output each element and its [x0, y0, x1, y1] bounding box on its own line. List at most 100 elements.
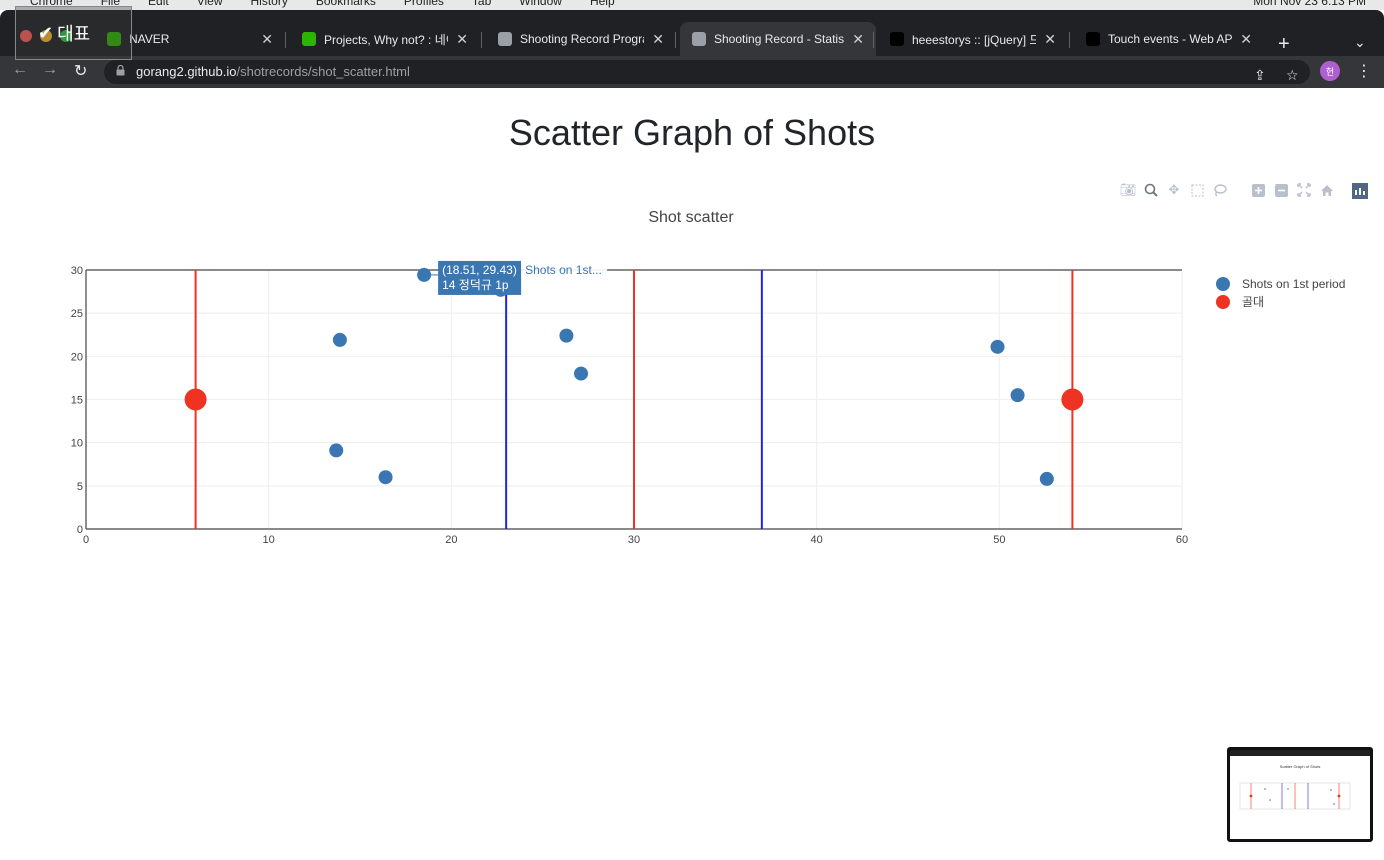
- tab-separator: [285, 32, 286, 48]
- x-tick-label: 60: [1176, 534, 1188, 546]
- shot-point[interactable]: [378, 470, 393, 485]
- tab-close-icon[interactable]: ✕: [852, 30, 864, 47]
- browser-tab[interactable]: NAVER ✕: [95, 22, 285, 56]
- browser-tab[interactable]: Touch events - Web API ✕: [1074, 22, 1264, 56]
- y-tick-label: 15: [71, 395, 83, 407]
- shot-point[interactable]: [329, 443, 344, 458]
- legend-marker[interactable]: [1216, 277, 1230, 291]
- tab-search-chevron-icon[interactable]: ⌄: [1354, 34, 1366, 50]
- mac-menu-item[interactable]: Window: [519, 0, 562, 8]
- bookmark-star-icon[interactable]: ☆: [1286, 67, 1299, 83]
- browser-toolbar: ← → ↻ gorang2.github.io/shotrecords/shot…: [0, 56, 1384, 88]
- x-tick-label: 30: [628, 534, 640, 546]
- tooltip-series-box: [521, 260, 608, 278]
- legend-marker[interactable]: [1216, 295, 1230, 309]
- zoom-out-icon[interactable]: [1273, 182, 1289, 198]
- web-page: Scatter Graph of Shots 📷︎ ✥ Shot scatter…: [0, 88, 1384, 860]
- url-host: gorang2.github.io: [136, 64, 237, 79]
- tab-separator: [873, 32, 874, 48]
- tab-close-icon[interactable]: ✕: [1240, 30, 1252, 47]
- y-tick-label: 20: [71, 351, 83, 363]
- tab-close-icon[interactable]: ✕: [1044, 30, 1056, 47]
- zoom-icon[interactable]: [1143, 182, 1159, 198]
- profile-avatar[interactable]: 헌: [1320, 61, 1340, 81]
- goal-point[interactable]: [184, 388, 207, 411]
- browser-tab[interactable]: Projects, Why not? : 네이 ✕: [290, 22, 480, 56]
- box-select-icon[interactable]: [1189, 182, 1205, 198]
- mac-menu-item[interactable]: Profiles: [403, 0, 444, 8]
- mac-menu-item[interactable]: File: [100, 0, 121, 8]
- checkmark-icon: ✔: [38, 22, 54, 43]
- tooltip-coords: (18.51, 29.43): [442, 263, 517, 277]
- new-tab-plus-icon[interactable]: +: [1278, 33, 1290, 55]
- mac-clock: Mon Nov 23 6:13 PM: [1253, 0, 1366, 8]
- browser-menu-icon[interactable]: ⋮: [1356, 63, 1372, 80]
- url-path: /shotrecords/shot_scatter.html: [236, 64, 410, 79]
- y-tick-label: 30: [71, 265, 83, 277]
- forward-arrow-icon[interactable]: →: [42, 61, 58, 78]
- lock-icon: [116, 65, 125, 76]
- tab-close-icon[interactable]: ✕: [652, 30, 664, 47]
- camera-icon[interactable]: 📷︎: [1119, 182, 1137, 197]
- tab-label: heeestorys :: [jQuery] 드: [912, 32, 1037, 47]
- mac-menu-item[interactable]: Tab: [471, 0, 492, 8]
- autoscale-icon[interactable]: [1296, 182, 1312, 198]
- reset-axes-home-icon[interactable]: [1319, 182, 1335, 198]
- mac-menu-item[interactable]: History: [250, 0, 288, 8]
- pan-icon[interactable]: ✥: [1168, 182, 1180, 197]
- reload-icon[interactable]: ↻: [74, 63, 88, 80]
- shot-point[interactable]: [990, 339, 1005, 354]
- tab-close-icon[interactable]: ✕: [456, 30, 468, 47]
- tab-label: Shooting Record - Statis: [714, 32, 845, 46]
- lasso-select-icon[interactable]: [1212, 182, 1228, 198]
- mac-menu-item[interactable]: Help: [589, 0, 615, 8]
- mac-menu-list: Chrome File Edit View History Bookmarks Profil…: [30, 0, 615, 8]
- shot-point[interactable]: [1039, 471, 1054, 486]
- browser-tab[interactable]: Shooting Record Program ✕: [486, 22, 676, 56]
- shot-point[interactable]: [1010, 388, 1025, 403]
- minimize-window-button[interactable]: [40, 30, 52, 42]
- tab-separator: [481, 32, 482, 48]
- browser-tab[interactable]: heeestorys :: [jQuery] 드 ✕: [878, 22, 1068, 56]
- close-window-button[interactable]: [20, 30, 32, 42]
- page-title: Scatter Graph of Shots: [508, 112, 876, 153]
- legend-entry-label: 골대: [1242, 295, 1264, 309]
- mac-menu-item[interactable]: View: [196, 0, 223, 8]
- tab-label: Shooting Record Program: [520, 32, 644, 46]
- mac-menu-item[interactable]: Edit: [148, 0, 169, 8]
- shot-point[interactable]: [574, 366, 589, 381]
- shot-point[interactable]: [332, 332, 347, 347]
- tooltip-series-name: Shots on 1st...: [525, 263, 602, 277]
- tab-favicon-icon: [107, 32, 121, 46]
- tab-label: Touch events - Web API: [1108, 32, 1233, 46]
- screenshot-thumbnail-preview[interactable]: Scatter Graph of Shots: [1227, 747, 1373, 842]
- tab-close-icon[interactable]: ✕: [261, 30, 273, 47]
- y-tick-label: 0: [77, 524, 83, 536]
- address-url: gorang2.github.io/shotrecords/shot_scatt…: [136, 64, 410, 79]
- mac-menu-item[interactable]: Bookmarks: [315, 0, 376, 8]
- tab-label: Projects, Why not? : 네이: [324, 32, 449, 47]
- x-tick-label: 10: [263, 534, 275, 546]
- browser-tabstrip: NAVER ✕ Projects, Why not? : 네이 ✕ Shooting R…: [0, 10, 1384, 56]
- legend-entry-label: Shots on 1st period: [1242, 277, 1345, 291]
- share-icon[interactable]: ⇪: [1254, 67, 1266, 83]
- scatter-chart[interactable]: Shot scatter 0 10 20 30 40 50 60 0 5 10 15 20 25 30 (18…: [0, 176, 1384, 656]
- shot-point[interactable]: [559, 328, 574, 343]
- shot-point[interactable]: [417, 267, 432, 282]
- plot-modebar: 📷︎ ✥: [1120, 182, 1335, 198]
- x-tick-label: 40: [811, 534, 823, 546]
- maximize-window-button[interactable]: [60, 30, 72, 42]
- mac-menu-item[interactable]: Chrome: [30, 0, 73, 8]
- tooltip-hovertext: 14 정덕규 1p: [442, 278, 509, 292]
- overlay-badge[interactable]: ✔ 대표: [15, 6, 132, 60]
- x-tick-label: 0: [83, 534, 89, 546]
- plotly-logo-icon[interactable]: [1352, 183, 1368, 199]
- thumbnail-chart-image: [1239, 782, 1351, 810]
- goal-point[interactable]: [1061, 388, 1084, 411]
- address-bar[interactable]: gorang2.github.io/shotrecords/shot_scatt…: [104, 60, 1310, 84]
- zoom-in-icon[interactable]: [1250, 182, 1266, 198]
- back-arrow-icon[interactable]: ←: [12, 61, 28, 78]
- y-tick-label: 25: [71, 308, 83, 320]
- chart-title: Shot scatter: [648, 209, 734, 226]
- browser-tab[interactable]: Shooting Record - Statis ✕: [680, 22, 876, 56]
